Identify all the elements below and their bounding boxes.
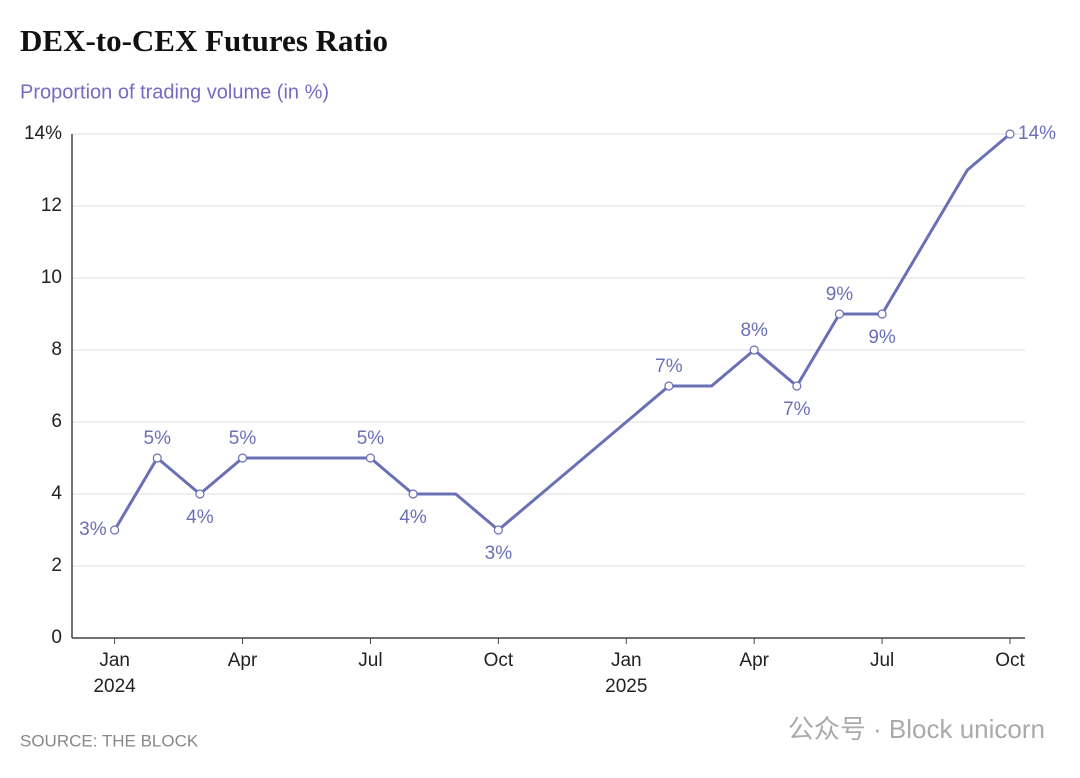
point-marker (493, 525, 503, 535)
data-label: 5% (144, 428, 172, 449)
data-label: 3% (485, 543, 513, 564)
y-tick-label: 10 (41, 267, 62, 288)
y-tick-label: 6 (51, 411, 62, 432)
x-tick-label: Oct (484, 650, 514, 671)
data-line (113, 132, 1011, 532)
chart-subtitle: Proportion of trading volume (in %) (20, 81, 329, 103)
data-label: 14% (1018, 123, 1056, 144)
y-tick-label: 12 (41, 195, 62, 216)
source: SOURCE: THE BLOCK (20, 731, 199, 750)
point-marker (195, 489, 205, 499)
y-tick-label: 2 (51, 555, 62, 576)
point-marker (792, 381, 802, 391)
data-label: 7% (783, 399, 811, 420)
x-tick-label: Jul (358, 650, 382, 671)
point-marker (110, 525, 120, 535)
data-label: 8% (740, 320, 768, 341)
x-tick-label: Apr (739, 650, 769, 671)
data-label: 4% (186, 507, 214, 528)
point-marker (1005, 129, 1015, 139)
x-tick-label: Jul (870, 650, 894, 671)
y-tick-label: 0 (51, 627, 62, 648)
x-tick-label: Oct (995, 650, 1025, 671)
y-tick-label: 4 (51, 483, 62, 504)
point-marker (834, 309, 845, 319)
data-label: 7% (655, 356, 683, 377)
point-marker (237, 453, 248, 463)
data-label: 4% (399, 507, 427, 528)
x-tick-label: Apr (228, 650, 258, 671)
y-tick-label: 14% (24, 123, 62, 144)
point-marker (365, 453, 376, 463)
point-marker (152, 453, 162, 463)
watermark: 公众号 · Block unicorn (788, 714, 1045, 744)
data-label: 9% (868, 327, 896, 348)
point-marker (877, 309, 887, 319)
x-tick-label: Jan (611, 650, 642, 671)
data-label: 9% (826, 284, 854, 305)
x-year-label: 2024 (93, 676, 136, 697)
point-marker (408, 489, 418, 499)
data-label: 3% (79, 519, 107, 540)
x-tick-label: Jan (99, 650, 130, 671)
y-tick-label: 8 (51, 339, 62, 360)
data-label: 5% (229, 428, 257, 449)
data-label: 5% (357, 428, 385, 449)
point-marker (749, 345, 759, 355)
x-year-label: 2025 (605, 676, 647, 697)
point-marker (664, 381, 674, 391)
chart-title: DEX-to-CEX Futures Ratio (20, 23, 388, 58)
